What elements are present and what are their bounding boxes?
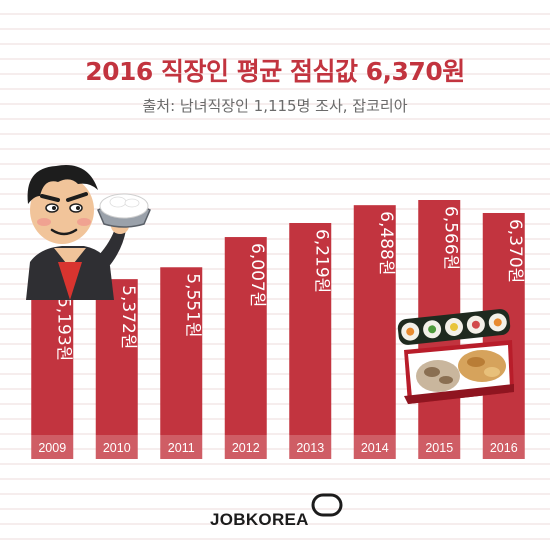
bar-2011 (160, 267, 203, 435)
chart-subtitle: 출처: 남녀직장인 1,115명 조사, 잡코리아 (142, 97, 408, 115)
bar-2013 (289, 222, 332, 435)
category-strip-2014 (353, 435, 396, 459)
bars: 2009 5,193원 2010 5,372원 2011 5,551원 2012 6,007원… (31, 200, 525, 459)
chart-title: 2016 직장인 평균 점심값 6,370원 (85, 57, 465, 86)
category-label-2012: 2012 (232, 441, 260, 455)
category-strip-2013 (289, 435, 332, 459)
bar-2014 (353, 205, 396, 435)
category-label-2013: 2013 (296, 441, 324, 455)
category-strip-2012 (224, 435, 267, 459)
value-label-2013: 6,219원 (311, 229, 331, 293)
value-label-2010: 5,372원 (118, 285, 138, 349)
category-strip-2009 (31, 435, 74, 459)
cartoon-man-illustration (26, 165, 151, 300)
category-label-2015: 2015 (425, 441, 453, 455)
category-label-2016: 2016 (490, 441, 518, 455)
category-strip-2016 (482, 435, 525, 459)
category-label-2014: 2014 (361, 441, 389, 455)
value-label-2011: 5,551원 (182, 273, 202, 337)
category-label-2010: 2010 (103, 441, 131, 455)
category-strip-2010 (95, 435, 138, 459)
value-label-2015: 6,566원 (440, 206, 460, 270)
category-strip-2015 (418, 435, 461, 459)
category-strip-2011 (160, 435, 203, 459)
category-label-2011: 2011 (168, 441, 195, 455)
category-label-2009: 2009 (38, 441, 66, 455)
value-label-2012: 6,007원 (247, 243, 267, 307)
value-label-2016: 6,370원 (505, 219, 525, 283)
bar-2009 (31, 291, 74, 435)
bar-2010 (95, 279, 138, 435)
value-label-2009: 5,193원 (53, 297, 73, 361)
jobkorea-wordmark: JOBKOREA (210, 510, 309, 529)
lunchbox-illustration (397, 309, 514, 404)
value-label-2014: 6,488원 (376, 211, 396, 275)
jobkorea-logo-mark-icon (311, 493, 343, 517)
bar-2012 (224, 237, 267, 435)
